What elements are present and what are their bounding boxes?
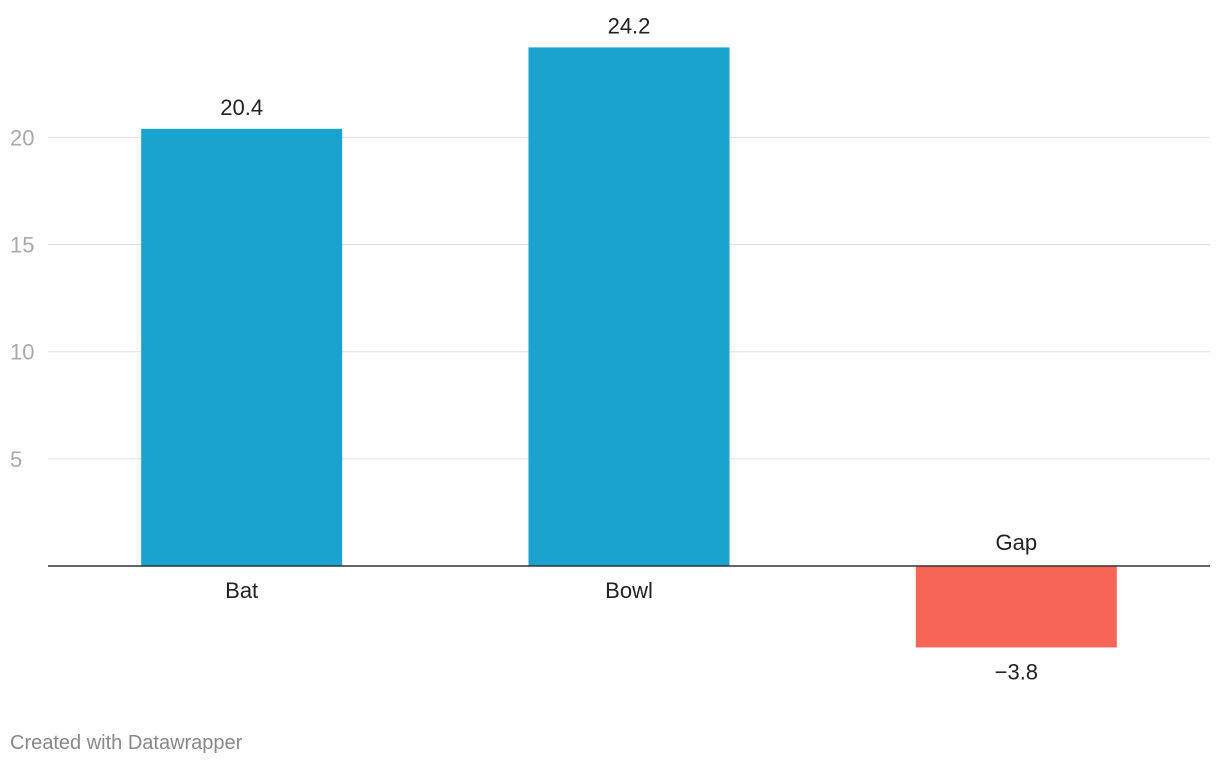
y-tick-label: 10	[10, 340, 34, 365]
category-label-bat: Bat	[225, 578, 258, 603]
y-tick-label: 20	[10, 125, 34, 150]
credit-text: Created with Datawrapper	[10, 732, 243, 754]
bar-bowl	[528, 47, 730, 567]
value-label-bat: 20.4	[220, 95, 263, 120]
bar-bat	[141, 128, 343, 566]
y-tick-label: 5	[10, 447, 22, 472]
y-axis-ticks: 5 10 15 20	[10, 125, 34, 471]
value-label-bowl: 24.2	[608, 13, 651, 38]
labels: 20.4 Bat 24.2 Bowl −3.8 Gap	[220, 13, 1038, 684]
bars	[141, 47, 1117, 648]
value-label-gap: −3.8	[995, 659, 1038, 684]
y-tick-label: 15	[10, 233, 34, 258]
category-label-gap: Gap	[996, 530, 1038, 555]
category-label-bowl: Bowl	[605, 578, 653, 603]
bar-gap	[915, 566, 1117, 648]
